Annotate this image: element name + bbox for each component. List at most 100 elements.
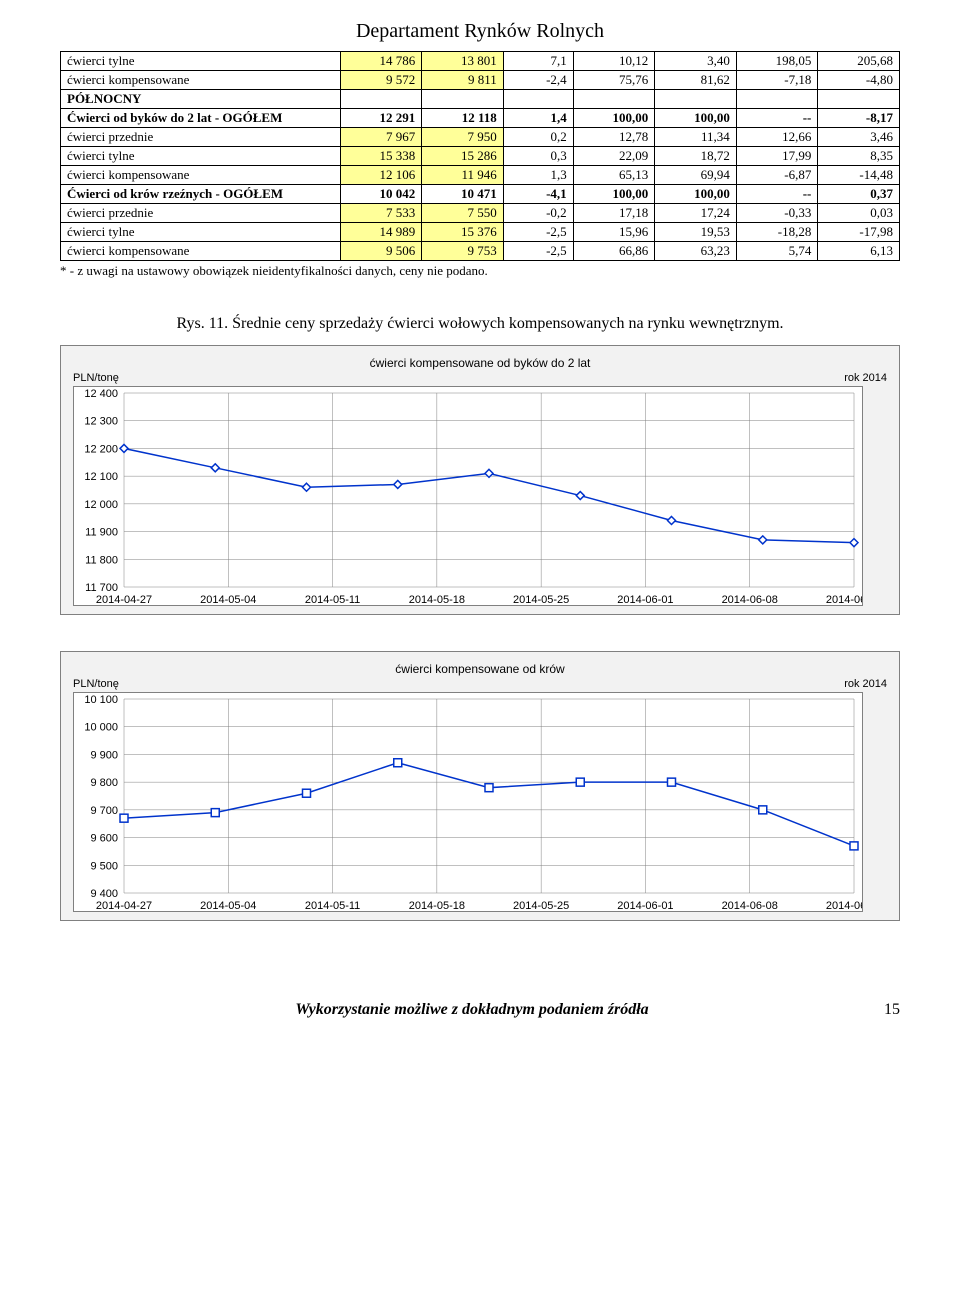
svg-text:10 100: 10 100 — [84, 694, 118, 706]
cell: 6,13 — [818, 242, 900, 261]
svg-text:2014-05-25: 2014-05-25 — [513, 900, 569, 912]
figure-caption: Rys. 11. Średnie ceny sprzedaży ćwierci … — [60, 315, 900, 333]
cell: 5,74 — [736, 242, 818, 261]
svg-text:10 000: 10 000 — [84, 722, 118, 734]
cell: 9 572 — [340, 71, 422, 90]
cell: 15,96 — [573, 223, 655, 242]
cell — [422, 90, 504, 109]
svg-text:2014-05-04: 2014-05-04 — [200, 900, 256, 912]
cell: 12 118 — [422, 109, 504, 128]
cell: 81,62 — [655, 71, 737, 90]
svg-text:2014-05-11: 2014-05-11 — [305, 900, 360, 912]
cell: -6,87 — [736, 166, 818, 185]
cell — [818, 90, 900, 109]
row-label: ćwierci tylne — [61, 52, 341, 71]
cell: 9 753 — [422, 242, 504, 261]
cell: 100,00 — [573, 185, 655, 204]
cell: 18,72 — [655, 147, 737, 166]
cell: -2,5 — [503, 223, 573, 242]
svg-text:2014-06-15: 2014-06-15 — [826, 594, 863, 606]
cell: -4,80 — [818, 71, 900, 90]
cell — [736, 90, 818, 109]
cell: 0,3 — [503, 147, 573, 166]
svg-text:12 000: 12 000 — [84, 499, 118, 511]
row-label: ćwierci kompensowane — [61, 71, 341, 90]
svg-text:2014-05-18: 2014-05-18 — [409, 594, 465, 606]
cell: 7 550 — [422, 204, 504, 223]
cell: 198,05 — [736, 52, 818, 71]
svg-text:2014-04-27: 2014-04-27 — [96, 594, 152, 606]
cell: 17,24 — [655, 204, 737, 223]
svg-text:9 800: 9 800 — [90, 777, 118, 789]
svg-text:2014-05-25: 2014-05-25 — [513, 594, 569, 606]
cell: 100,00 — [655, 185, 737, 204]
footer-text: Wykorzystanie możliwe z dokładnym podani… — [60, 1001, 884, 1019]
cell: 7 950 — [422, 128, 504, 147]
svg-text:2014-05-18: 2014-05-18 — [409, 900, 465, 912]
cell: 75,76 — [573, 71, 655, 90]
cell: 11,34 — [655, 128, 737, 147]
svg-text:2014-06-01: 2014-06-01 — [617, 594, 673, 606]
cell: -17,98 — [818, 223, 900, 242]
cell — [503, 90, 573, 109]
cell: 0,37 — [818, 185, 900, 204]
price-table: ćwierci tylne14 78613 8017,110,123,40198… — [60, 51, 900, 261]
cell: -7,18 — [736, 71, 818, 90]
cell: 19,53 — [655, 223, 737, 242]
cell: -- — [736, 185, 818, 204]
cell: 11 946 — [422, 166, 504, 185]
svg-text:9 900: 9 900 — [90, 749, 118, 761]
page-footer: Wykorzystanie możliwe z dokładnym podani… — [60, 1001, 900, 1019]
cell: 9 811 — [422, 71, 504, 90]
chart-1-legend: rok 2014 — [844, 372, 887, 384]
row-label: ćwierci kompensowane — [61, 166, 341, 185]
cell: 65,13 — [573, 166, 655, 185]
cell: 7 533 — [340, 204, 422, 223]
row-label: Ćwierci od krów rzeźnych - OGÓŁEM — [61, 185, 341, 204]
row-label: ćwierci przednie — [61, 128, 341, 147]
cell: 7,1 — [503, 52, 573, 71]
cell: 15 286 — [422, 147, 504, 166]
svg-text:9 400: 9 400 — [90, 888, 118, 900]
svg-text:2014-06-08: 2014-06-08 — [722, 900, 778, 912]
cell: 17,99 — [736, 147, 818, 166]
cell: 9 506 — [340, 242, 422, 261]
cell: 0,2 — [503, 128, 573, 147]
cell: 69,94 — [655, 166, 737, 185]
cell: 12 291 — [340, 109, 422, 128]
cell: 3,46 — [818, 128, 900, 147]
chart-2-title: ćwierci kompensowane od krów — [73, 662, 887, 676]
cell: 1,3 — [503, 166, 573, 185]
cell: 1,4 — [503, 109, 573, 128]
cell: 63,23 — [655, 242, 737, 261]
svg-text:9 500: 9 500 — [90, 860, 118, 872]
page-title: Departament Rynków Rolnych — [60, 20, 900, 43]
chart-1-title: ćwierci kompensowane od byków do 2 lat — [73, 356, 887, 370]
cell: 22,09 — [573, 147, 655, 166]
cell: -- — [736, 109, 818, 128]
cell: -14,48 — [818, 166, 900, 185]
svg-text:2014-04-27: 2014-04-27 — [96, 900, 152, 912]
cell: 8,35 — [818, 147, 900, 166]
svg-text:2014-06-08: 2014-06-08 — [722, 594, 778, 606]
cell: 12,66 — [736, 128, 818, 147]
line-chart: 11 70011 80011 90012 00012 10012 20012 3… — [73, 386, 863, 606]
row-label: ćwierci tylne — [61, 223, 341, 242]
row-label: ćwierci kompensowane — [61, 242, 341, 261]
cell: 15 376 — [422, 223, 504, 242]
svg-text:12 300: 12 300 — [84, 416, 118, 428]
cell: 15 338 — [340, 147, 422, 166]
line-chart: 9 4009 5009 6009 7009 8009 90010 00010 1… — [73, 692, 863, 912]
cell — [340, 90, 422, 109]
cell: 100,00 — [655, 109, 737, 128]
cell: 12,78 — [573, 128, 655, 147]
chart-1-ylabel: PLN/tonę — [73, 372, 119, 384]
chart-2-legend: rok 2014 — [844, 678, 887, 690]
cell: 14 786 — [340, 52, 422, 71]
cell — [655, 90, 737, 109]
svg-text:12 100: 12 100 — [84, 471, 118, 483]
cell: 10 042 — [340, 185, 422, 204]
cell: 3,40 — [655, 52, 737, 71]
row-label: PÓŁNOCNY — [61, 90, 341, 109]
row-label: Ćwierci od byków do 2 lat - OGÓŁEM — [61, 109, 341, 128]
